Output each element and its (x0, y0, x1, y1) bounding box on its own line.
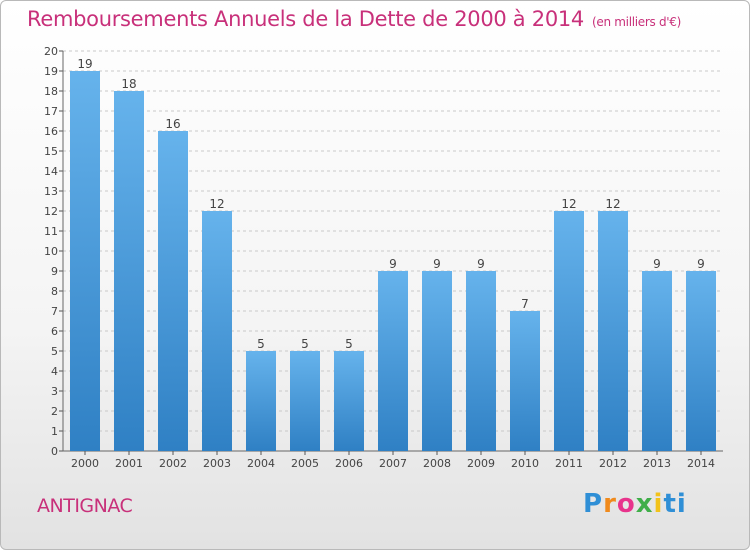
bar[interactable] (510, 311, 540, 451)
y-tick-label: 14 (44, 165, 58, 178)
y-tick-label: 0 (51, 445, 58, 458)
x-tick-label: 2002 (159, 457, 187, 470)
bar[interactable] (114, 91, 144, 451)
bar-value-label: 16 (165, 117, 180, 131)
y-tick-label: 9 (51, 265, 58, 278)
logo-letter: i (676, 489, 687, 519)
bar-value-label: 5 (301, 337, 309, 351)
bar-value-label: 9 (697, 257, 705, 271)
bar-value-label: 12 (209, 197, 224, 211)
bar[interactable] (686, 271, 716, 451)
y-tick-label: 16 (44, 125, 58, 138)
bar[interactable] (158, 131, 188, 451)
logo-letter: P (583, 489, 604, 519)
bar-value-label: 12 (605, 197, 620, 211)
x-tick-label: 2006 (335, 457, 363, 470)
bar[interactable] (422, 271, 452, 451)
bar-value-label: 19 (77, 57, 92, 71)
bars: 19 18 16 12 5 5 5 9 9 9 7 12 12 9 9 (70, 57, 716, 451)
x-tick-label: 2014 (687, 457, 715, 470)
bar-value-label: 12 (561, 197, 576, 211)
y-tick-label: 8 (51, 285, 58, 298)
logo-letter: o (616, 489, 636, 519)
chart-title: Remboursements Annuels de la Dette de 20… (27, 7, 681, 31)
y-tick-label: 4 (51, 365, 58, 378)
x-tick-label: 2000 (71, 457, 99, 470)
x-tick-label: 2007 (379, 457, 407, 470)
x-tick-label: 2012 (599, 457, 627, 470)
x-tick-label: 2010 (511, 457, 539, 470)
y-tick-label: 17 (44, 105, 58, 118)
y-tick-label: 12 (44, 205, 58, 218)
x-tick-label: 2004 (247, 457, 275, 470)
x-tick-label: 2001 (115, 457, 143, 470)
bar-value-label: 9 (653, 257, 661, 271)
y-tick-label: 13 (44, 185, 58, 198)
x-axis-labels: 2000 2001 2002 2003 2004 2005 2006 2007 2008 2009… (71, 451, 715, 470)
chart-subtitle: (en milliers d'€) (592, 15, 682, 29)
bar-value-label: 18 (121, 77, 136, 91)
x-tick-label: 2005 (291, 457, 319, 470)
y-tick-label: 6 (51, 325, 58, 338)
bar-value-label: 5 (345, 337, 353, 351)
x-tick-label: 2009 (467, 457, 495, 470)
logo-letter: x (635, 489, 654, 519)
bar-value-label: 9 (389, 257, 397, 271)
x-tick-label: 2013 (643, 457, 671, 470)
x-tick-label: 2003 (203, 457, 231, 470)
x-tick-label: 2008 (423, 457, 451, 470)
y-tick-label: 19 (44, 65, 58, 78)
bar[interactable] (334, 351, 364, 451)
bar[interactable] (290, 351, 320, 451)
logo-letter: r (603, 489, 617, 519)
y-tick-label: 15 (44, 145, 58, 158)
y-tick-label: 2 (51, 405, 58, 418)
bar-value-label: 7 (521, 297, 529, 311)
bar[interactable] (246, 351, 276, 451)
y-tick-label: 20 (44, 45, 58, 58)
y-tick-label: 1 (51, 425, 58, 438)
bar-value-label: 9 (433, 257, 441, 271)
x-tick-label: 2011 (555, 457, 583, 470)
bar[interactable] (202, 211, 232, 451)
bar[interactable] (466, 271, 496, 451)
y-tick-label: 10 (44, 245, 58, 258)
logo-letter: i (653, 489, 664, 519)
logo-letter: t (663, 489, 677, 519)
bar[interactable] (598, 211, 628, 451)
bar[interactable] (554, 211, 584, 451)
chart-title-text: Remboursements Annuels de la Dette de 20… (27, 7, 584, 31)
bar[interactable] (378, 271, 408, 451)
y-tick-label: 18 (44, 85, 58, 98)
y-tick-label: 3 (51, 385, 58, 398)
proxiti-logo[interactable]: Proxiti (583, 489, 687, 519)
bar[interactable] (70, 71, 100, 451)
bar[interactable] (642, 271, 672, 451)
y-tick-label: 7 (51, 305, 58, 318)
commune-name: ANTIGNAC (37, 495, 133, 517)
bar-value-label: 9 (477, 257, 485, 271)
y-tick-label: 11 (44, 225, 58, 238)
bar-value-label: 5 (257, 337, 265, 351)
y-tick-label: 5 (51, 345, 58, 358)
